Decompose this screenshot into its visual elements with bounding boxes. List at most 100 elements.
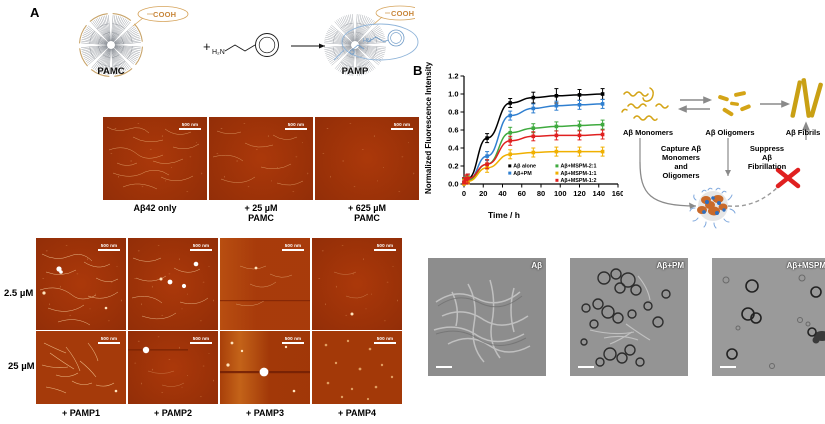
chart-legend-label-3: Aβ+MSPM-1:1 [560, 171, 596, 177]
chart-ytick-1.2: 1.2 [448, 72, 458, 81]
reaction-scheme: + H₂N [55, 4, 425, 82]
micrograph-scalebar [578, 365, 594, 368]
chart-xtick-0: 0 [462, 189, 466, 198]
afm-scalebar: 500 nm [374, 243, 396, 251]
afm-texture [209, 117, 313, 200]
chart-plot-area: 0 20 40 60 80 100 120 140 160 0.0 0.2 0.4 0.6 0.8 1.0 1… [448, 72, 624, 198]
afm-col-label-2: + PAMP3 [245, 408, 285, 418]
suppress-line-1: Aβ [762, 153, 772, 162]
afm-tile-pamc-25um: 500 nm [209, 117, 313, 200]
equilibrium-arrows [677, 96, 713, 113]
afm-grid-r0c3: 500 nm [312, 238, 402, 330]
afm-tile-abeta42-only: 500 nm [103, 117, 207, 200]
chart-xtick-120: 120 [573, 189, 586, 198]
suppress-line-0: Suppress [749, 144, 785, 153]
chart-ytick-0.0: 0.0 [448, 180, 458, 189]
micrograph-scalebar [720, 365, 736, 368]
afm-scalebar: 500 nm [179, 122, 201, 130]
mechanism-schematic: Aβ Monomers Aβ Oligomers Aβ Fibrils Capt… [610, 66, 825, 231]
schematic-connectors [639, 138, 731, 176]
panel-b: B Normalized Fluorescence Intensity Time… [410, 0, 825, 424]
afm-top-label-1: + 25 µM PAMC [244, 203, 278, 224]
tht-fluorescence-chart: Normalized Fluorescence Intensity Time /… [424, 62, 624, 220]
suppressed-pathway [727, 177, 787, 207]
chart-ytick-0.2: 0.2 [448, 162, 458, 171]
micrograph-abeta: Aβ [428, 258, 546, 376]
afm-grid-r1c2: 500 nm [220, 331, 310, 404]
abeta-fibrils-icon [790, 78, 823, 118]
panel-b-letter: B [413, 63, 423, 78]
afm-scalebar-line [282, 342, 304, 344]
capture-arrow [639, 161, 697, 207]
afm-col-label-3: + PAMP4 [337, 408, 377, 418]
capture-line-3: Oligomers [662, 171, 700, 180]
suppress-line-2: Fibrillation [747, 162, 787, 171]
fibrillation-arrow [760, 100, 791, 108]
capture-line-0: Capture Aβ [660, 144, 702, 153]
micrograph-scalebar [436, 365, 452, 368]
schematic-annotation-capture: Capture Aβ Monomers and Oligomers [646, 144, 716, 180]
chart-xtick-40: 40 [498, 189, 506, 198]
afm-scalebar: 500 nm [391, 122, 413, 130]
chart-xtick-160: 160 [612, 189, 623, 198]
chart-xtick-140: 140 [592, 189, 605, 198]
afm-scalebar-line [179, 128, 201, 130]
afm-row-label-0: 2.5 µM [4, 288, 34, 299]
schematic-annotation-suppress: Suppress Aβ Fibrillation [736, 144, 798, 171]
chart-ytick-0.4: 0.4 [448, 144, 459, 153]
afm-scalebar-line [190, 249, 212, 251]
afm-col-label-0: + PAMP1 [61, 408, 101, 418]
pamc-cooh-label: COOH [153, 10, 177, 19]
abeta-monomers-icon [621, 87, 669, 122]
fibril-up-arrow [802, 121, 810, 140]
afm-scalebar: 500 nm [98, 243, 120, 251]
afm-grid-r1c1: 500 nm [128, 331, 218, 404]
capture-line-1: Monomers [662, 153, 700, 162]
micrograph-label-abeta: Aβ [531, 261, 542, 270]
chart-xtick-60: 60 [518, 189, 526, 198]
afm-grid-r1c0: 500 nm [36, 331, 126, 404]
afm-texture [36, 238, 126, 330]
pamp-cooh-label: COOH [391, 9, 415, 18]
afm-scalebar-line [98, 342, 120, 344]
plus-symbol: + [203, 39, 211, 54]
afm-scalebar-line [374, 342, 396, 344]
phenethylamine-structure [224, 33, 279, 57]
afm-fibril-overlay [212, 130, 304, 186]
afm-texture [220, 238, 310, 330]
afm-grid-r0c0: 500 nm [36, 238, 126, 330]
micrograph-label-abeta-pm: Aβ+PM [656, 261, 684, 270]
afm-fibril-overlay [324, 339, 394, 401]
chart-legend-label-2: Aβ+MSPM-2:1 [560, 164, 596, 170]
afm-fibril-overlay [106, 126, 200, 190]
afm-col-label-1: + PAMP2 [153, 408, 193, 418]
afm-grid-r1c3: 500 nm [312, 331, 402, 404]
svg-text:HN: HN [363, 38, 371, 44]
chart-legend-item-2: Aβ+MSPM-2:1 [555, 164, 597, 170]
afm-top-label-0: Aβ42 only [133, 203, 177, 213]
afm-row-label-1: 25 µM [8, 361, 35, 372]
afm-scalebar-line [391, 128, 413, 130]
capture-line-2: and [674, 162, 688, 171]
panel-a: A + [4, 4, 425, 418]
mechanism-schematic-svg [621, 78, 823, 229]
block-x-icon [775, 167, 801, 189]
schematic-label-monomers: Aβ Monomers [623, 128, 673, 137]
afm-scalebar-line [374, 249, 396, 251]
chart-legend-item-3: Aβ+MSPM-1:1 [555, 171, 597, 177]
mspm-nanoparticle-icon [689, 187, 736, 229]
reaction-scheme-svg: + H₂N [78, 5, 425, 78]
afm-scalebar-line [282, 249, 304, 251]
afm-fibril-overlay [220, 341, 310, 393]
afm-fibril-overlay [39, 253, 119, 326]
chart-xtick-80: 80 [537, 189, 545, 198]
chart-series-4 [462, 129, 605, 185]
chart-y-axis-title: Normalized Fluorescence Intensity [424, 61, 433, 194]
pamc-cooh-callout [132, 6, 189, 27]
afm-texture [315, 117, 419, 200]
micrograph-texture [428, 258, 546, 376]
micrograph-label-abeta-mspm: Aβ+MSPM [786, 261, 825, 270]
micrograph-texture [570, 258, 688, 376]
schematic-label-oligomers: Aβ Oligomers [705, 128, 755, 137]
chart-legend-item-0: Aβ alone [508, 164, 536, 170]
